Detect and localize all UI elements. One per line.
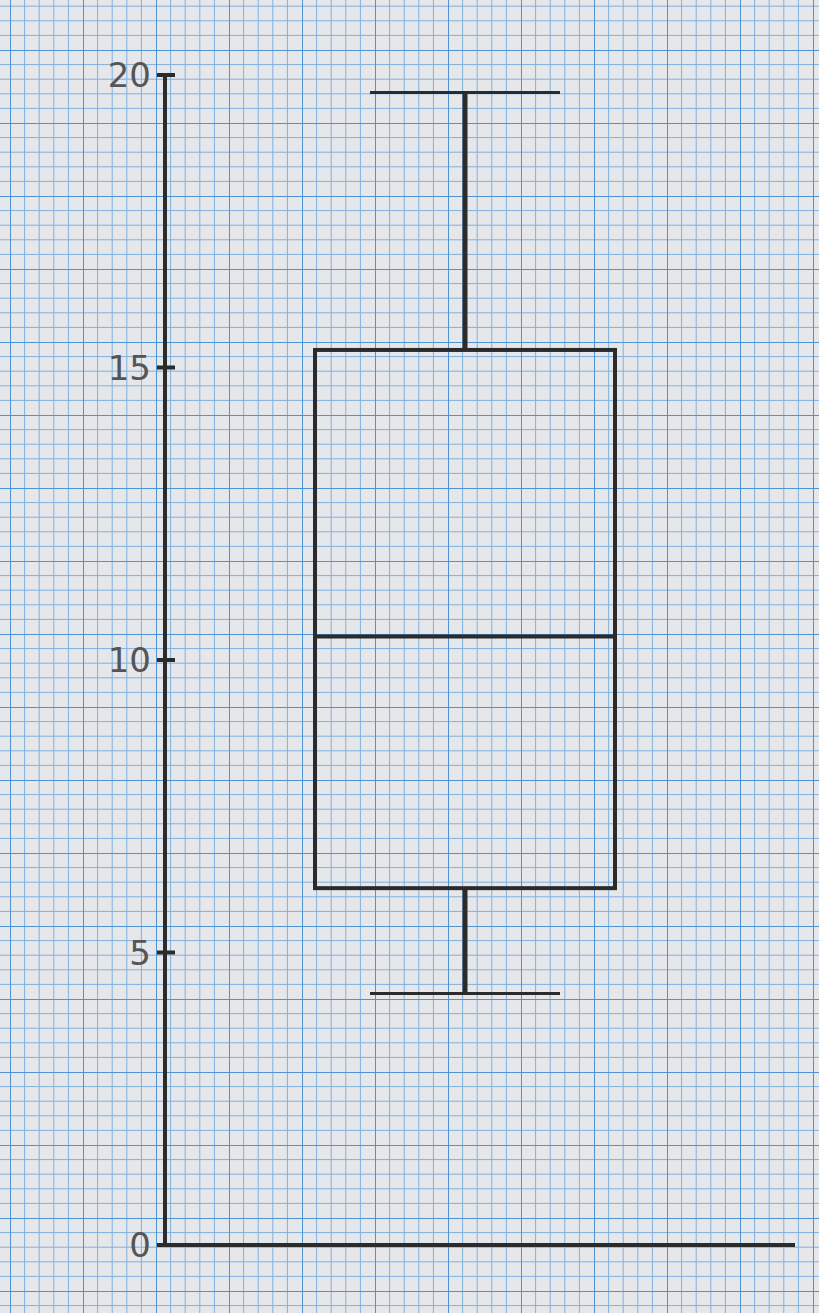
y-tick <box>157 951 175 955</box>
root: 0 5 10 15 20 <box>0 0 819 1313</box>
y-tick <box>157 366 175 370</box>
y-tick-label: 20 <box>108 55 151 95</box>
lower-whisker <box>463 888 468 993</box>
y-tick-label: 10 <box>108 640 151 680</box>
y-tick-label: 5 <box>129 933 151 973</box>
y-tick-label: 0 <box>129 1225 151 1265</box>
chart: 0 5 10 15 20 <box>0 0 819 1313</box>
y-tick <box>157 1243 175 1247</box>
max-cap <box>370 91 560 94</box>
upper-whisker <box>463 93 468 350</box>
x-axis <box>165 1243 795 1247</box>
y-tick <box>157 658 175 662</box>
plot <box>315 93 615 994</box>
y-tick <box>157 73 175 77</box>
box <box>315 350 615 888</box>
median <box>315 635 615 639</box>
y-tick-label: 15 <box>108 348 151 388</box>
min-cap <box>370 992 560 995</box>
paper <box>0 0 819 1313</box>
